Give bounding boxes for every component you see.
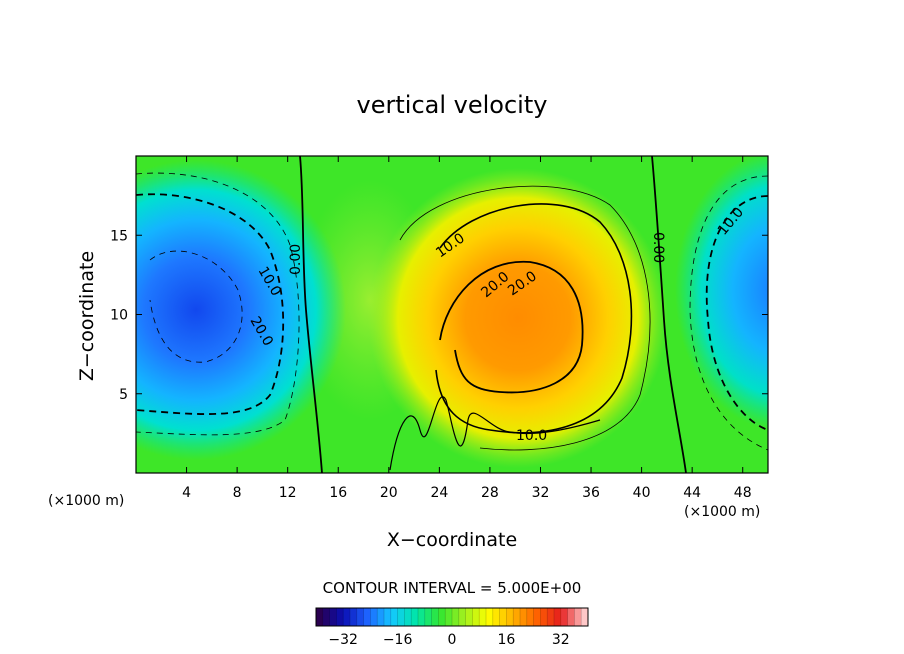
- contour-zero-right: [651, 156, 687, 473]
- x-unit-left: (×1000 m): [48, 493, 124, 509]
- y-tick-label: 10: [110, 308, 128, 324]
- colorbar-segment: [404, 608, 412, 626]
- contour-label: 10.0: [516, 428, 547, 444]
- colorbar-segment: [418, 608, 426, 626]
- colorbar-segment: [343, 608, 351, 626]
- contour-low-levels: [389, 396, 601, 471]
- contour-neg5-left: [136, 172, 300, 436]
- contour-10-updraft: [435, 203, 633, 434]
- colorbar-segment: [424, 608, 433, 626]
- chart-title: vertical velocity: [357, 91, 548, 119]
- colorbar-tick-label: 0: [448, 632, 457, 648]
- x-tick-label: 12: [279, 485, 297, 501]
- colorbar-segment: [560, 608, 569, 626]
- y-tick-label: 5: [119, 387, 128, 403]
- contour-neg20-left: [149, 250, 243, 363]
- x-unit-right: (×1000 m): [684, 504, 760, 520]
- x-tick-label: 40: [633, 485, 651, 501]
- x-tick-label: 4: [182, 485, 191, 501]
- colorbar-segment: [363, 608, 371, 626]
- contour-zero-left: [299, 156, 323, 473]
- x-axis: 4 8 12 16 20 24 28 32 36 40 44 48: [182, 156, 752, 501]
- colorbar-segment: [452, 608, 460, 626]
- x-tick-label: 28: [481, 485, 499, 501]
- downdraft-right-fill: [675, 156, 768, 430]
- contour-label: 0.00: [288, 244, 304, 275]
- colorbar-segment: [479, 608, 487, 626]
- x-tick-label: 16: [329, 485, 347, 501]
- colorbar-tick-label: 16: [497, 632, 515, 648]
- colorbar-segment: [390, 608, 399, 626]
- x-tick-label: 20: [380, 485, 398, 501]
- colorbar-segment: [486, 608, 494, 626]
- contour-interval-text: CONTOUR INTERVAL = 5.000E+00: [323, 579, 582, 597]
- x-tick-label: 32: [532, 485, 550, 501]
- colorbar-segment: [316, 608, 324, 626]
- colorbar-segment: [370, 608, 378, 626]
- contour-neg10-left: [136, 193, 285, 415]
- colorbar-segment: [472, 608, 480, 626]
- updraft-fill: [368, 168, 668, 468]
- x-tick-label: 48: [734, 485, 752, 501]
- colorbar-segment: [411, 608, 419, 626]
- colorbar-segment: [384, 608, 392, 626]
- colorbar-segment: [581, 608, 589, 626]
- colorbar-segment: [554, 608, 562, 626]
- colorbar-tick-label: 32: [552, 632, 570, 648]
- colorbar-segment: [540, 608, 548, 626]
- downdraft-left-fill: [136, 160, 346, 460]
- colorbar-segment: [520, 608, 528, 626]
- colorbar-segment: [431, 608, 439, 626]
- contour-20-updraft: [439, 260, 584, 394]
- colorbar-segment: [513, 608, 521, 626]
- x-axis-label: X−coordinate: [387, 529, 517, 551]
- colorbar-segment: [329, 608, 337, 626]
- colorbar-tick-label: −32: [328, 632, 358, 648]
- colorbar-segment: [397, 608, 405, 626]
- colorbar-segment: [356, 608, 365, 626]
- colorbar-segment: [499, 608, 507, 626]
- colorbar-segment: [458, 608, 467, 626]
- colorbar-segment: [322, 608, 331, 626]
- contour-label: 0.00: [650, 232, 666, 263]
- contour-neg5-right: [689, 175, 768, 451]
- colorbar-segment: [445, 608, 453, 626]
- colorbar-segment: [547, 608, 555, 626]
- colorbar-segment: [438, 608, 446, 626]
- colorbar-segment: [506, 608, 514, 626]
- colorbar-segment: [574, 608, 582, 626]
- colorbar-ticks: −32 −16 0 16 32: [328, 632, 569, 648]
- x-tick-label: 24: [430, 485, 448, 501]
- plot-area: 0.00 10.0 20.0 20.0 10.0 10.0 20.0 0.00 …: [136, 156, 768, 473]
- y-tick-label: 15: [110, 228, 128, 244]
- x-tick-label: 44: [683, 485, 701, 501]
- x-tick-label: 36: [582, 485, 600, 501]
- colorbar-segment: [526, 608, 535, 626]
- y-axis-label: Z−coordinate: [76, 251, 98, 381]
- colorbar-segment: [350, 608, 358, 626]
- contour-5-updraft: [399, 185, 651, 451]
- colorbar-segment: [377, 608, 385, 626]
- contour-lines: [136, 156, 768, 473]
- colorbar-segment: [336, 608, 344, 626]
- colorbar: [315, 608, 589, 626]
- colorbar-segment: [492, 608, 501, 626]
- colorbar-tick-label: −16: [383, 632, 413, 648]
- colorbar-frame: [315, 607, 589, 627]
- colorbar-segment: [567, 608, 575, 626]
- colorbar-segment: [533, 608, 541, 626]
- y-axis: 5 10 15: [110, 228, 768, 403]
- colorbar-segment: [465, 608, 473, 626]
- x-tick-label: 8: [233, 485, 242, 501]
